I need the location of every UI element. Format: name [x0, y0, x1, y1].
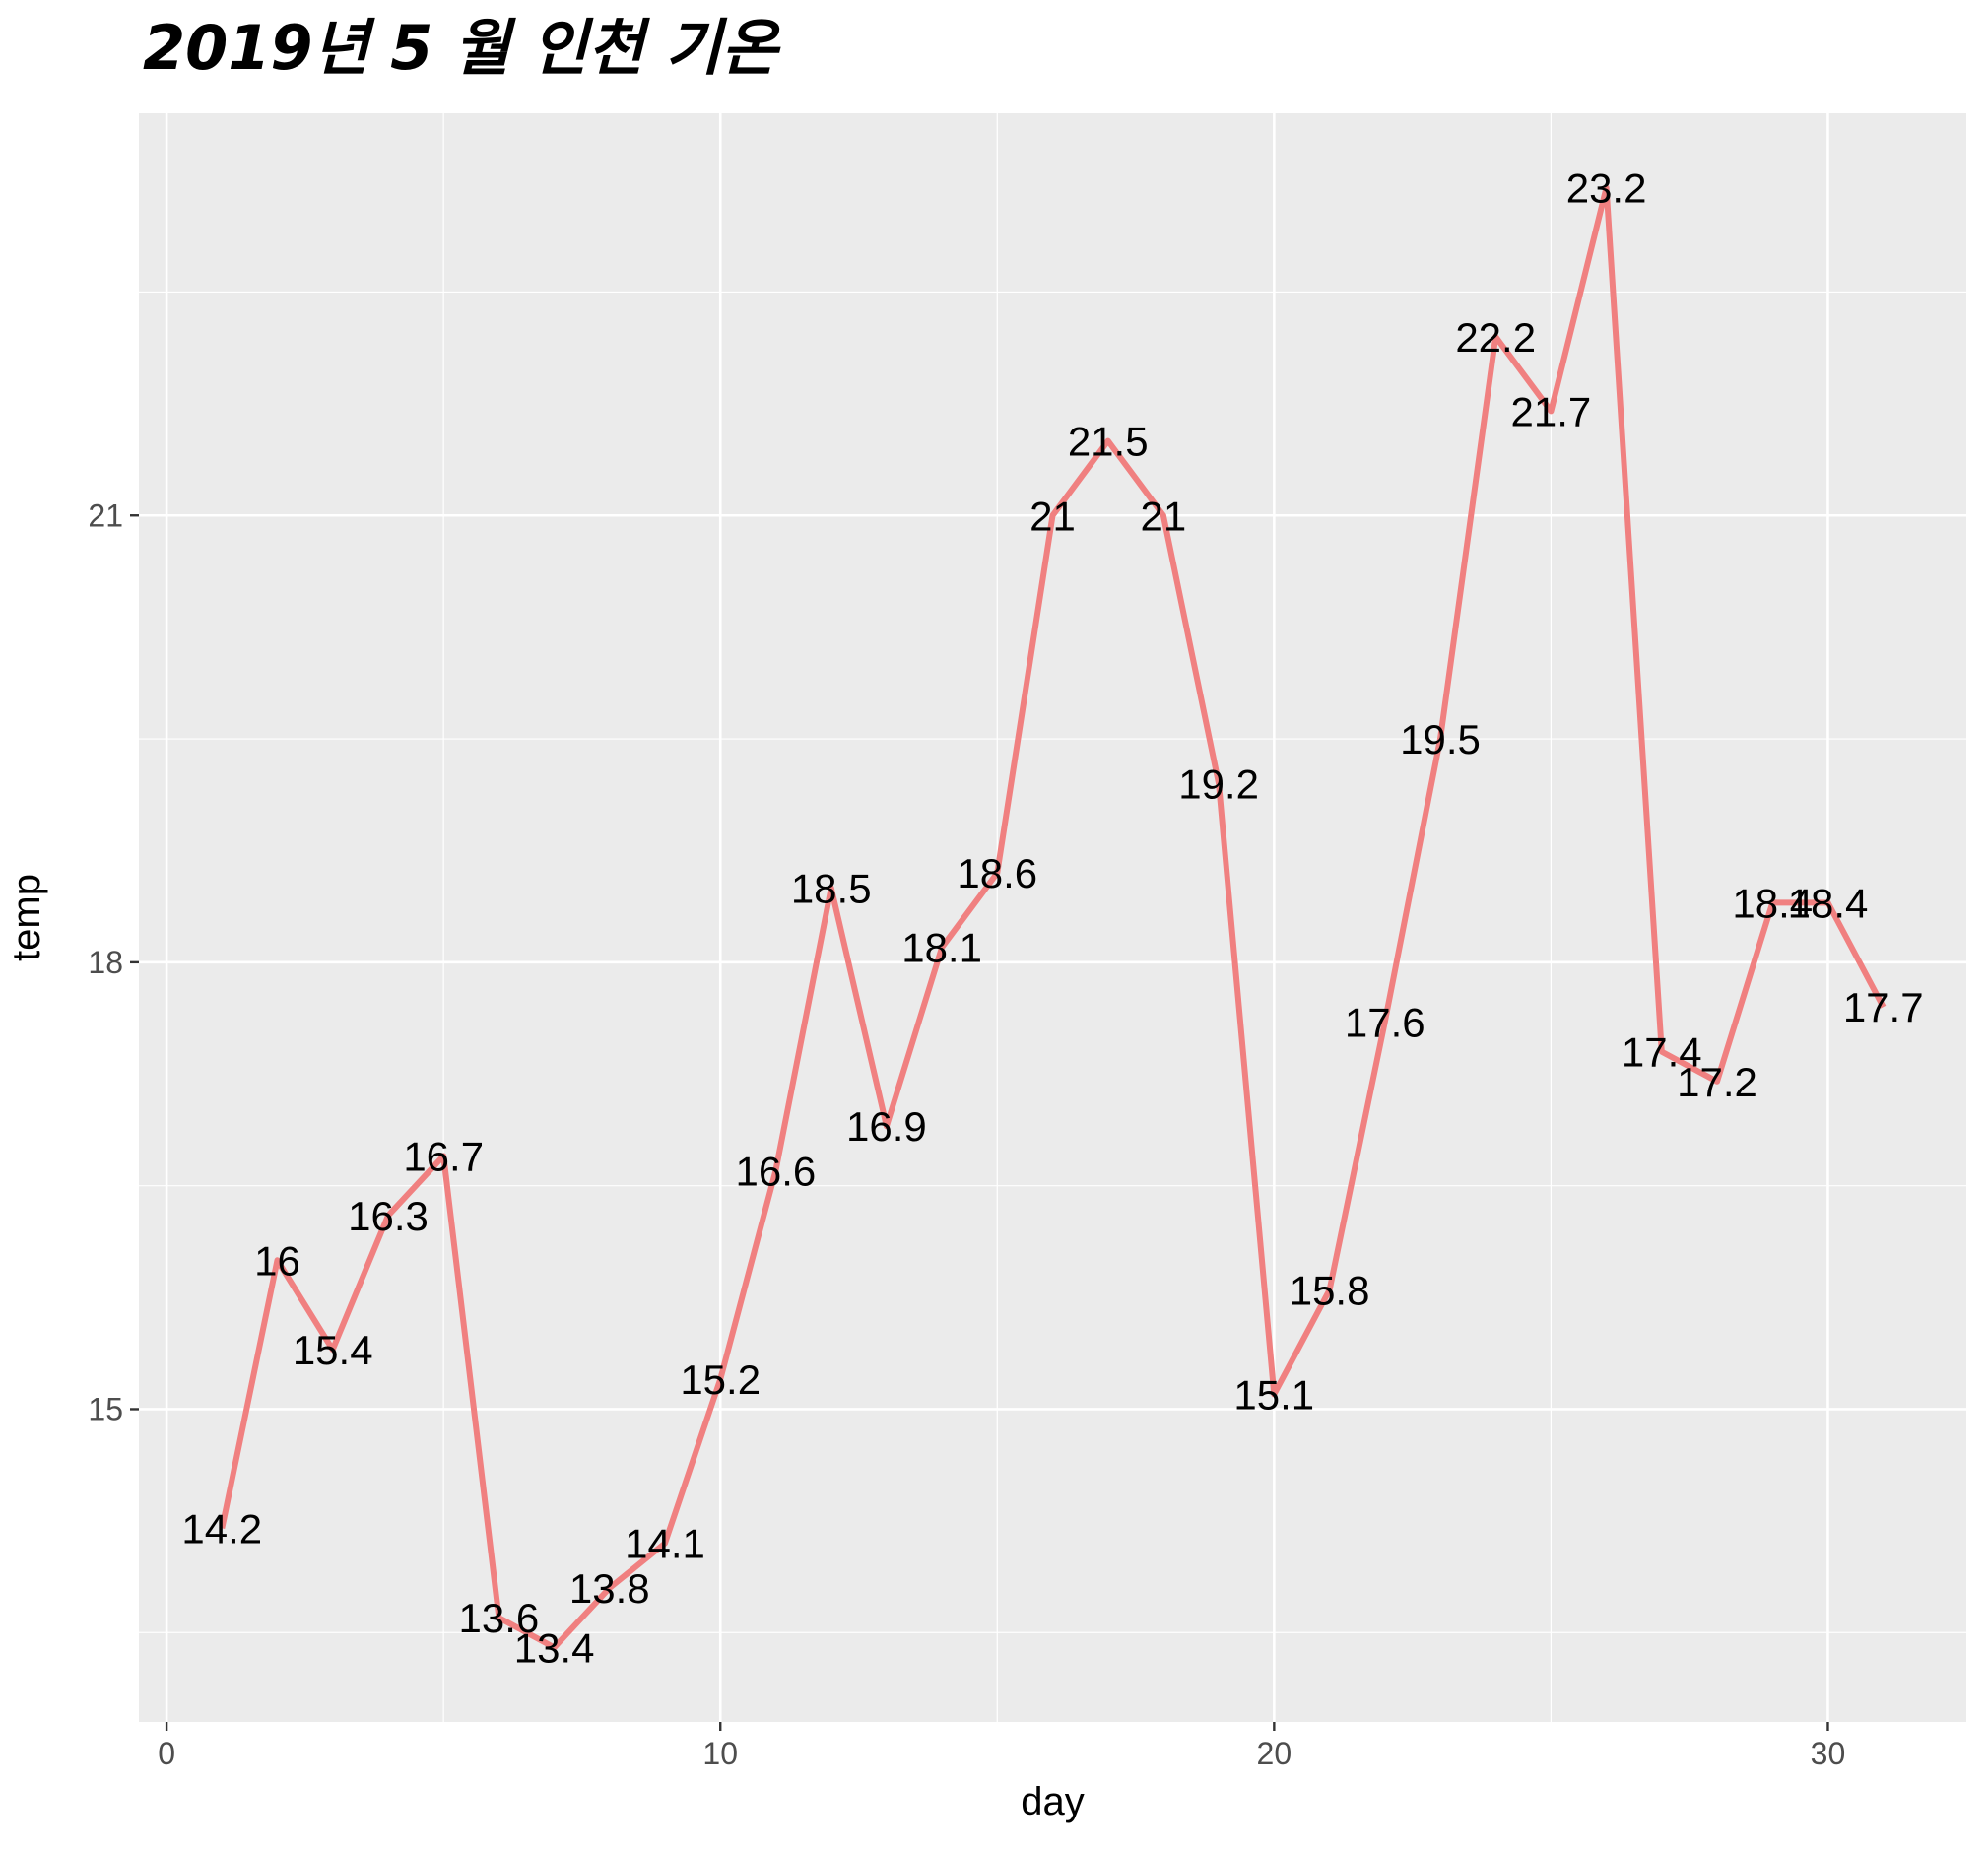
data-label: 19.2 [1178, 760, 1259, 807]
data-label: 17.4 [1622, 1029, 1702, 1076]
data-label: 15.2 [680, 1356, 761, 1403]
data-label: 13.6 [459, 1595, 540, 1641]
data-label: 14.1 [625, 1521, 705, 1567]
data-label: 16.9 [846, 1103, 927, 1150]
minor-grid [139, 113, 1966, 1722]
x-tick-label: 0 [158, 1736, 175, 1771]
x-tick-label: 30 [1811, 1736, 1846, 1771]
data-label: 18.4 [1732, 880, 1813, 926]
data-label: 13.4 [514, 1624, 595, 1671]
y-axis-tick-labels: 15 18 21 [88, 497, 123, 1426]
x-axis-title: day [1021, 1780, 1085, 1823]
data-label: 17.6 [1345, 999, 1425, 1045]
data-label: 21 [1141, 493, 1187, 539]
data-label: 17.7 [1843, 984, 1924, 1030]
y-tick-label: 21 [88, 497, 123, 533]
x-tick-label: 10 [702, 1736, 738, 1771]
data-label: 18.4 [1788, 880, 1869, 926]
temperature-series-line [219, 184, 1887, 1651]
data-label: 16 [254, 1237, 300, 1284]
data-label: 18.6 [957, 850, 1037, 896]
axis-ticks [130, 514, 1829, 1731]
data-label: 14.2 [181, 1505, 262, 1552]
x-tick-label: 20 [1257, 1736, 1292, 1771]
data-labels: 14.2 16 15.4 16.3 16.7 13.613.4 13.814.1 15.2 16… [181, 165, 1923, 1672]
plot-panel [139, 113, 1966, 1722]
y-axis-title: temp [5, 874, 48, 961]
data-label: 22.2 [1455, 314, 1536, 361]
x-axis-tick-labels: 0 10 20 30 [158, 1736, 1845, 1771]
data-label: 15.1 [1233, 1371, 1314, 1418]
data-label: 17.2 [1677, 1059, 1757, 1105]
data-label: 23.2 [1566, 165, 1647, 212]
data-label: 13.8 [569, 1565, 650, 1612]
data-label: 21.5 [1068, 419, 1149, 465]
data-label: 16.3 [348, 1193, 429, 1239]
data-label: 16.7 [403, 1133, 484, 1179]
data-label: 16.6 [736, 1149, 817, 1195]
data-label: 15.8 [1290, 1268, 1370, 1314]
data-label: 21 [1029, 493, 1076, 539]
data-label: 18.1 [901, 925, 982, 971]
y-tick-label: 15 [88, 1391, 123, 1426]
data-label: 18.5 [791, 865, 872, 911]
y-tick-label: 18 [88, 945, 123, 980]
data-label: 21.7 [1511, 388, 1592, 434]
data-label: 15.4 [293, 1327, 373, 1373]
data-label: 19.5 [1400, 716, 1481, 762]
chart-title: 2019년 5 월 인천 기온 [143, 12, 781, 84]
